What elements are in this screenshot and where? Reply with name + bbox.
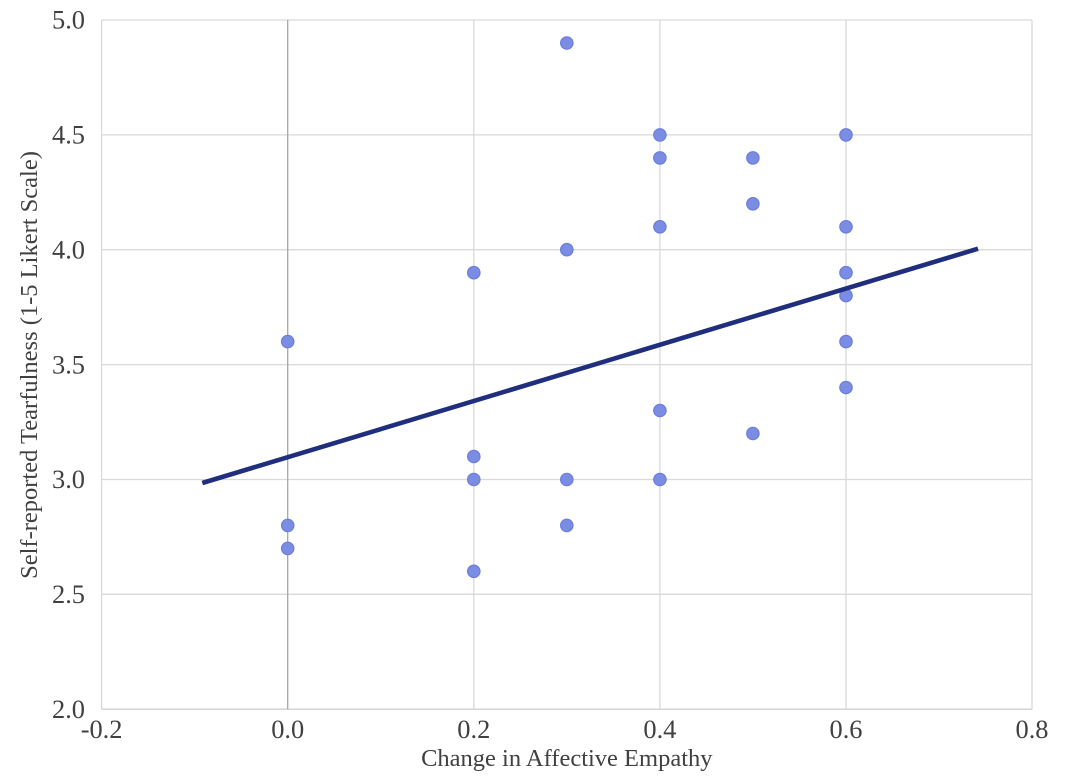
svg-text:0.2: 0.2 (457, 714, 490, 744)
svg-text:0.8: 0.8 (1016, 714, 1049, 744)
svg-text:4.0: 4.0 (52, 234, 85, 264)
svg-text:Self-reported Tearfulness (1-5: Self-reported Tearfulness (1-5 Likert Sc… (16, 151, 43, 579)
svg-text:-0.2: -0.2 (81, 714, 123, 744)
svg-text:3.5: 3.5 (52, 349, 85, 379)
svg-text:0.6: 0.6 (830, 714, 863, 744)
svg-text:4.5: 4.5 (52, 120, 85, 150)
svg-text:0.4: 0.4 (643, 714, 676, 744)
svg-text:0.0: 0.0 (271, 714, 304, 744)
svg-text:Change in Affective Empathy: Change in Affective Empathy (421, 745, 713, 772)
svg-text:5.0: 5.0 (52, 5, 85, 35)
svg-text:2.5: 2.5 (52, 579, 85, 609)
svg-text:2.0: 2.0 (52, 694, 85, 724)
svg-text:3.0: 3.0 (52, 464, 85, 494)
